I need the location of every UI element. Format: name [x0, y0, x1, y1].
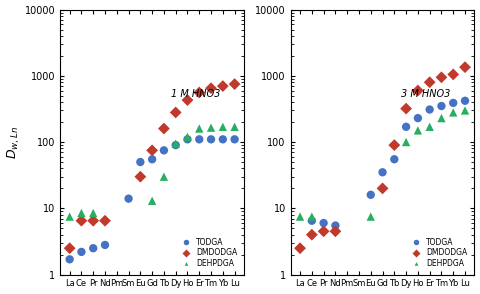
Text: 3 M HNO3: 3 M HNO3 — [401, 89, 450, 99]
Point — [449, 101, 457, 105]
Point — [78, 218, 85, 223]
Point — [78, 250, 85, 254]
Point — [172, 143, 180, 148]
Text: 1 M HNO3: 1 M HNO3 — [170, 89, 220, 99]
Point — [207, 125, 215, 130]
Point — [426, 107, 433, 112]
Point — [89, 218, 97, 223]
Point — [78, 211, 85, 215]
Point — [438, 104, 445, 108]
Point — [219, 84, 227, 88]
Point — [219, 124, 227, 129]
Point — [66, 246, 73, 250]
Point — [320, 229, 327, 234]
Point — [172, 110, 180, 115]
Point — [148, 148, 156, 153]
Point — [308, 232, 316, 237]
Point — [136, 174, 144, 179]
Point — [402, 124, 410, 129]
Point — [461, 65, 469, 69]
Point — [195, 90, 203, 95]
Point — [195, 126, 203, 131]
Point — [414, 88, 422, 93]
Point — [148, 198, 156, 203]
Point — [160, 174, 168, 179]
Point — [332, 229, 339, 234]
Point — [231, 137, 239, 142]
Point — [184, 137, 192, 142]
Point — [367, 214, 374, 219]
Point — [414, 116, 422, 121]
Point — [320, 221, 327, 225]
Point — [367, 193, 374, 197]
Point — [296, 246, 304, 250]
Point — [308, 218, 316, 223]
Point — [160, 148, 168, 153]
Point — [89, 211, 97, 215]
Point — [66, 257, 73, 262]
Point — [438, 75, 445, 80]
Point — [184, 134, 192, 139]
Point — [148, 157, 156, 162]
Point — [449, 110, 457, 115]
Point — [136, 160, 144, 164]
Point — [66, 214, 73, 219]
Point — [207, 137, 215, 142]
Legend: TODGA, DMDODGA, DEHPDGA: TODGA, DMDODGA, DEHPDGA — [406, 235, 470, 271]
Point — [89, 246, 97, 250]
Point — [426, 124, 433, 129]
Legend: TODGA, DMDODGA, DEHPDGA: TODGA, DMDODGA, DEHPDGA — [175, 235, 240, 271]
Point — [426, 80, 433, 85]
Point — [379, 186, 386, 191]
Point — [219, 137, 227, 142]
Point — [160, 126, 168, 131]
Point — [438, 116, 445, 121]
Point — [391, 143, 398, 148]
Point — [101, 218, 109, 223]
Point — [308, 214, 316, 219]
Point — [461, 98, 469, 103]
Point — [402, 106, 410, 111]
Point — [231, 82, 239, 86]
Point — [461, 108, 469, 113]
Point — [449, 72, 457, 77]
Point — [414, 128, 422, 133]
Point — [296, 214, 304, 219]
Point — [379, 170, 386, 175]
Point — [231, 124, 239, 129]
Point — [125, 196, 132, 201]
Y-axis label: $D_{w,Ln}$: $D_{w,Ln}$ — [6, 126, 22, 159]
Point — [391, 157, 398, 162]
Point — [195, 137, 203, 142]
Point — [172, 141, 180, 146]
Point — [402, 140, 410, 144]
Point — [101, 243, 109, 247]
Point — [207, 86, 215, 91]
Point — [332, 223, 339, 228]
Point — [184, 98, 192, 102]
